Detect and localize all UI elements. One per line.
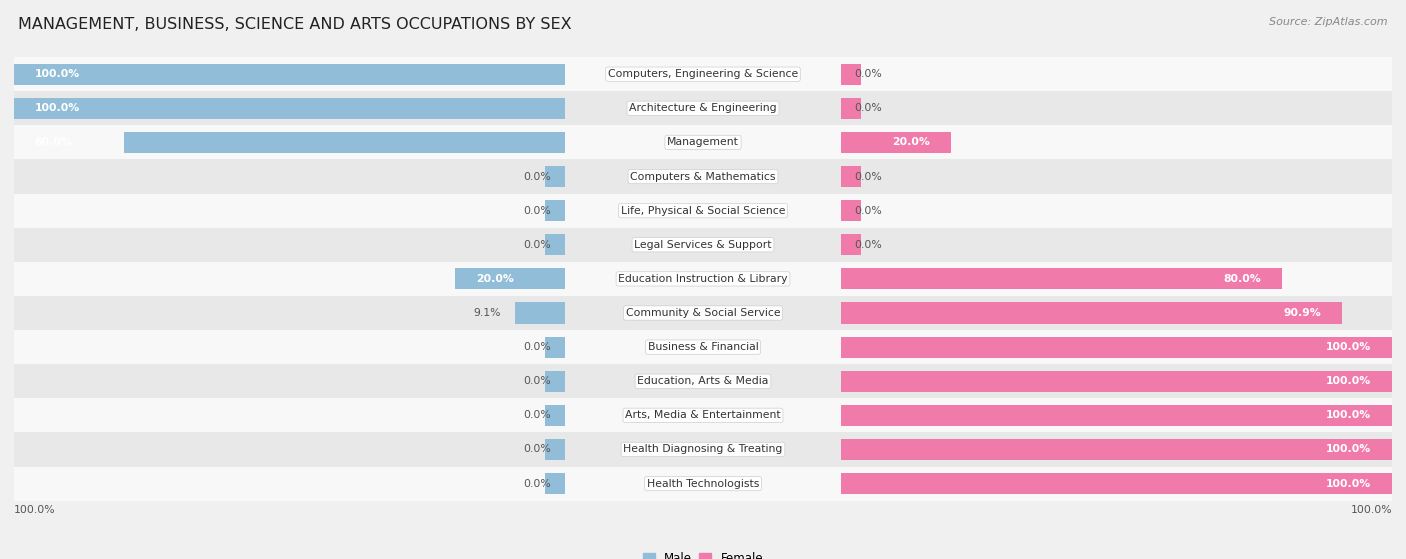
Bar [841,132,950,153]
Bar [124,132,565,153]
Bar [456,268,565,290]
Bar [14,57,1392,91]
Text: 20.0%: 20.0% [893,138,931,148]
Text: Community & Social Service: Community & Social Service [626,308,780,318]
Bar [544,200,565,221]
Bar [14,296,1392,330]
Bar [14,193,1392,228]
Text: MANAGEMENT, BUSINESS, SCIENCE AND ARTS OCCUPATIONS BY SEX: MANAGEMENT, BUSINESS, SCIENCE AND ARTS O… [18,17,572,32]
Text: 100.0%: 100.0% [1350,505,1392,515]
Bar [841,337,1392,358]
Bar [14,159,1392,193]
Bar [841,268,1282,290]
Bar [841,64,862,85]
Bar [14,330,1392,364]
Text: 0.0%: 0.0% [523,240,551,250]
Bar [544,439,565,460]
Text: Business & Financial: Business & Financial [648,342,758,352]
Text: 100.0%: 100.0% [14,505,56,515]
Text: Life, Physical & Social Science: Life, Physical & Social Science [621,206,785,216]
Text: 100.0%: 100.0% [1326,410,1371,420]
Text: 0.0%: 0.0% [523,376,551,386]
Bar [14,98,565,119]
Text: 90.9%: 90.9% [1284,308,1322,318]
Text: Computers, Engineering & Science: Computers, Engineering & Science [607,69,799,79]
Text: 9.1%: 9.1% [474,308,502,318]
Bar [841,166,862,187]
Text: 0.0%: 0.0% [523,206,551,216]
Text: 100.0%: 100.0% [1326,376,1371,386]
Text: Education, Arts & Media: Education, Arts & Media [637,376,769,386]
Bar [841,405,1392,426]
Text: Architecture & Engineering: Architecture & Engineering [630,103,776,113]
Legend: Male, Female: Male, Female [640,548,766,559]
Bar [14,433,1392,467]
Bar [841,302,1341,324]
Bar [14,91,1392,125]
Text: Source: ZipAtlas.com: Source: ZipAtlas.com [1270,17,1388,27]
Text: 100.0%: 100.0% [1326,342,1371,352]
Text: Computers & Mathematics: Computers & Mathematics [630,172,776,182]
Bar [14,364,1392,398]
Bar [841,473,1392,494]
Bar [544,405,565,426]
Bar [544,166,565,187]
Bar [544,337,565,358]
Text: 0.0%: 0.0% [855,206,883,216]
Bar [14,228,1392,262]
Bar [544,234,565,255]
Text: 0.0%: 0.0% [855,172,883,182]
Bar [841,200,862,221]
Text: 80.0%: 80.0% [1223,274,1261,284]
Bar [841,371,1392,392]
Text: 20.0%: 20.0% [475,274,513,284]
Text: 80.0%: 80.0% [35,138,73,148]
Text: 0.0%: 0.0% [855,240,883,250]
Bar [544,473,565,494]
Text: Education Instruction & Library: Education Instruction & Library [619,274,787,284]
Bar [14,262,1392,296]
Text: 0.0%: 0.0% [855,103,883,113]
Text: 100.0%: 100.0% [35,103,80,113]
Text: Arts, Media & Entertainment: Arts, Media & Entertainment [626,410,780,420]
Text: 0.0%: 0.0% [855,69,883,79]
Text: 0.0%: 0.0% [523,479,551,489]
Text: 0.0%: 0.0% [523,342,551,352]
Bar [515,302,565,324]
Bar [544,371,565,392]
Bar [14,398,1392,433]
Text: Legal Services & Support: Legal Services & Support [634,240,772,250]
Text: 0.0%: 0.0% [523,444,551,454]
Text: Management: Management [666,138,740,148]
Text: 100.0%: 100.0% [35,69,80,79]
Text: 0.0%: 0.0% [523,410,551,420]
Bar [841,439,1392,460]
Text: Health Diagnosing & Treating: Health Diagnosing & Treating [623,444,783,454]
Text: 100.0%: 100.0% [1326,479,1371,489]
Text: Health Technologists: Health Technologists [647,479,759,489]
Bar [14,64,565,85]
Bar [14,467,1392,501]
Text: 0.0%: 0.0% [523,172,551,182]
Bar [841,234,862,255]
Text: 100.0%: 100.0% [1326,444,1371,454]
Bar [841,98,862,119]
Bar [14,125,1392,159]
